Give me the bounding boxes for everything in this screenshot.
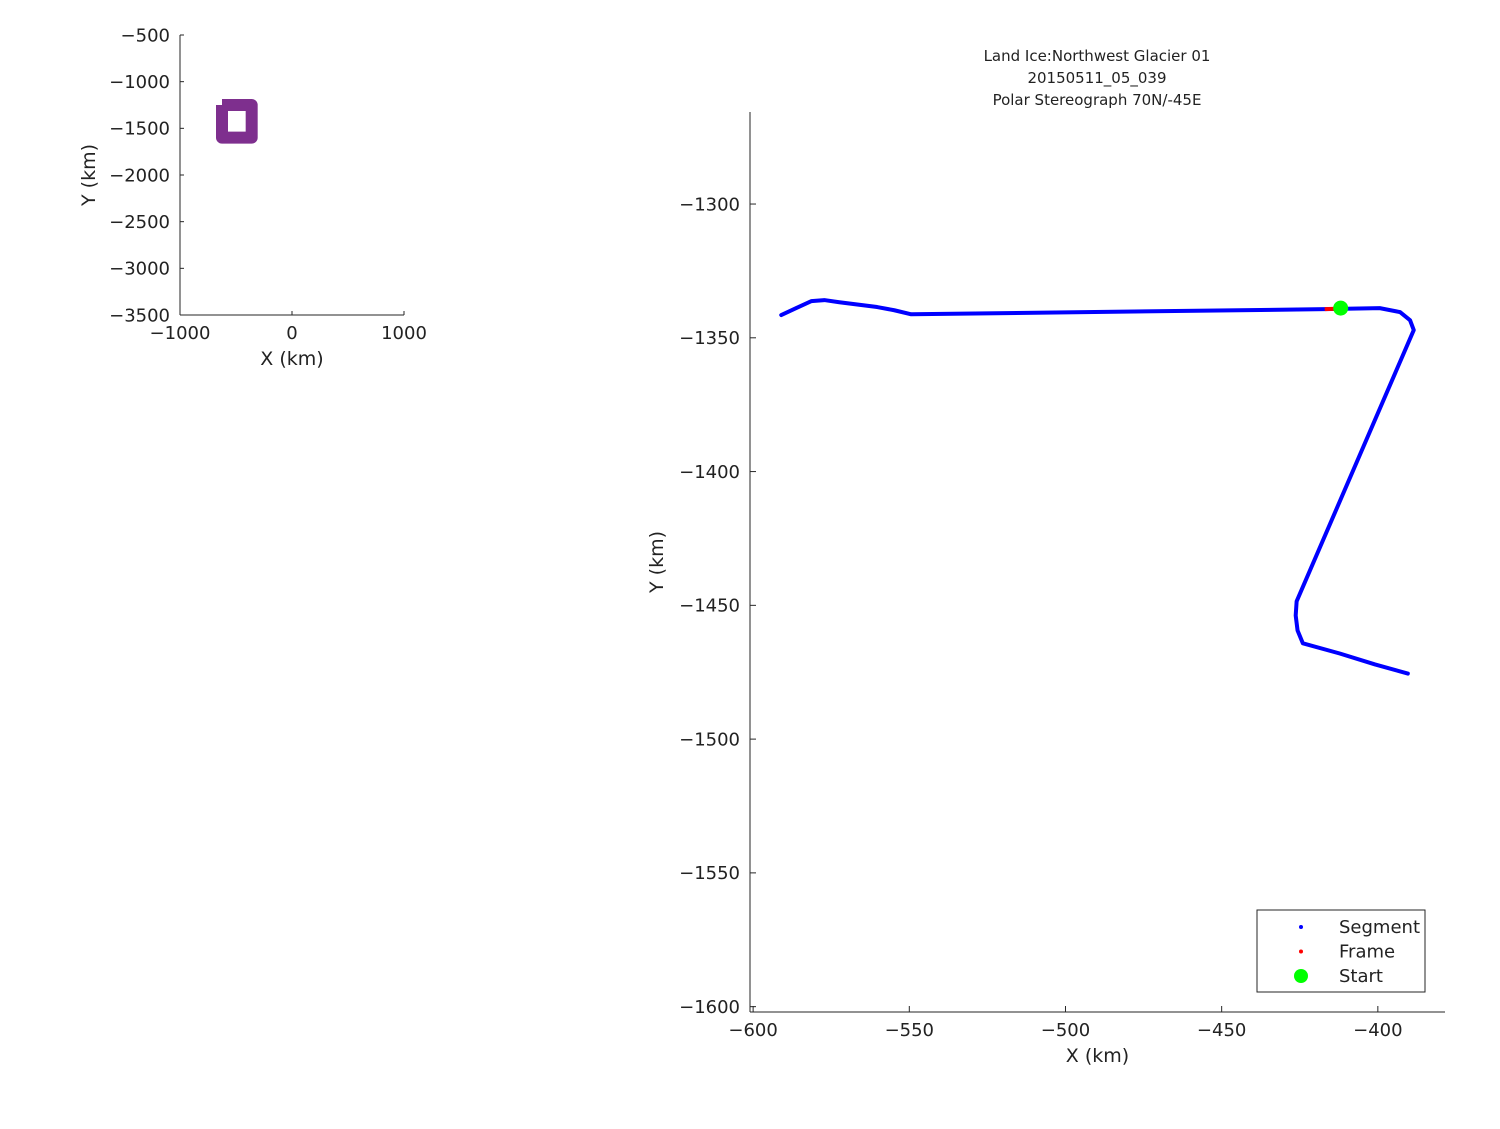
y-tick-label: −1400 — [679, 462, 740, 483]
y-tick-label: −1300 — [679, 194, 740, 215]
y-axis-label: Y (km) — [78, 144, 100, 207]
y-tick-label: −1500 — [679, 729, 740, 750]
legend-label: Frame — [1339, 942, 1395, 963]
x-tick-label: −550 — [885, 1020, 934, 1041]
y-tick-label: −1500 — [109, 119, 170, 140]
y-tick-label: −1350 — [679, 328, 740, 349]
chart-title-line: Polar Stereograph 70N/-45E — [993, 91, 1202, 109]
x-tick-label: −400 — [1353, 1020, 1402, 1041]
frame-outline — [216, 99, 258, 144]
x-tick-label: −600 — [728, 1020, 777, 1041]
y-tick-label: −1600 — [679, 997, 740, 1018]
legend-marker — [1294, 969, 1308, 983]
chart-title-line: 20150511_05_039 — [1027, 69, 1166, 88]
overview-axes: −1000 0 1000 −500 −1000 −1500 −2000 −2500 −3000 −… — [78, 25, 427, 370]
main-axes: −600 −550 −500 −450 −400 −1300 −1350 −1400 −1450… — [646, 47, 1445, 1067]
legend-marker — [1299, 925, 1303, 929]
legend-marker — [1299, 949, 1303, 954]
legend-label: Start — [1339, 966, 1383, 987]
legend: Segment Frame Start — [1256, 909, 1426, 993]
y-tick-label: −2000 — [109, 165, 170, 186]
y-tick-label: −1450 — [679, 596, 740, 617]
x-tick-label: 0 — [286, 323, 297, 344]
segment-line — [779, 298, 1416, 676]
y-tick-label: −1550 — [679, 863, 740, 884]
y-tick-label: −1000 — [109, 72, 170, 93]
chart-title-line: Land Ice:Northwest Glacier 01 — [984, 47, 1211, 65]
x-tick-label: −450 — [1197, 1020, 1246, 1041]
legend-box — [1256, 909, 1426, 993]
x-tick-label: −500 — [1041, 1020, 1090, 1041]
y-axis-label: Y (km) — [646, 531, 668, 594]
start-marker — [1333, 300, 1349, 316]
y-tick-label: −3500 — [109, 305, 170, 326]
y-tick-label: −3000 — [109, 259, 170, 280]
x-tick-label: 1000 — [381, 323, 427, 344]
legend-label: Segment — [1339, 917, 1420, 938]
y-tick-label: −500 — [121, 25, 170, 46]
x-axis-label: X (km) — [1066, 1045, 1129, 1067]
x-axis-label: X (km) — [260, 348, 323, 370]
x-tick-label: −1000 — [150, 323, 211, 344]
y-tick-label: −2500 — [109, 212, 170, 233]
